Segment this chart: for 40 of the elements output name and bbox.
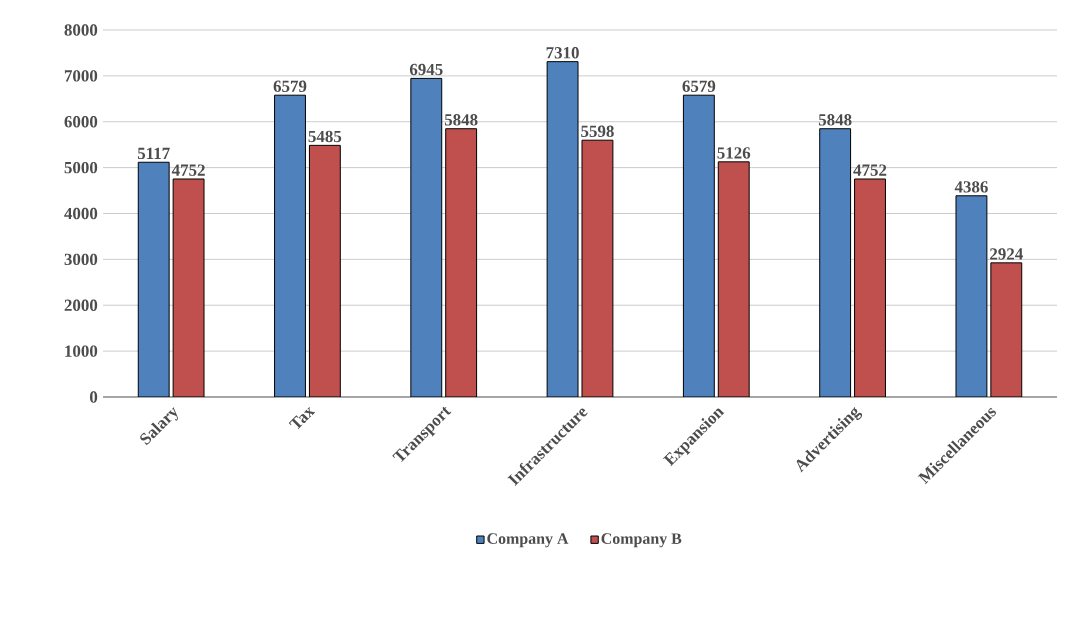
data-label: 6579 [682, 80, 716, 92]
bar [274, 94, 306, 397]
bar [308, 144, 341, 397]
data-label: 6945 [409, 63, 443, 76]
bar [546, 61, 579, 397]
y-tick-label: 5000 [64, 161, 98, 174]
data-label: 2924 [990, 248, 1023, 260]
bar [955, 195, 988, 397]
legend-label: Company A [487, 533, 569, 548]
data-label: 7310 [546, 47, 579, 59]
y-tick-label: 4000 [64, 207, 98, 220]
y-tick-label: 8000 [64, 24, 98, 36]
data-label: 5126 [717, 147, 751, 159]
data-label: 5117 [137, 147, 170, 160]
y-tick-label: 2000 [64, 299, 98, 311]
x-tick-label: Tax [288, 406, 316, 430]
data-label: 5485 [308, 130, 342, 143]
data-label: 4752 [171, 164, 205, 176]
y-tick-label: 0 [89, 391, 98, 403]
legend-label: Company B [601, 533, 682, 548]
bar [990, 262, 1023, 397]
data-label: 5848 [444, 114, 478, 126]
data-label: 5598 [581, 125, 614, 138]
data-label: 4386 [954, 181, 988, 193]
bar [819, 128, 852, 397]
bar [682, 94, 715, 397]
bar [410, 77, 443, 397]
y-tick-label: 1000 [65, 345, 98, 357]
bar [445, 128, 478, 397]
data-label: 6579 [273, 80, 307, 92]
y-tick-label: 7000 [64, 70, 98, 82]
bar [854, 178, 886, 397]
bar [717, 161, 750, 397]
bar [137, 161, 170, 397]
y-tick-label: 3000 [64, 253, 98, 266]
data-label: 4752 [853, 164, 887, 176]
bar [172, 178, 205, 397]
y-tick-label: 6000 [64, 116, 98, 128]
bar [581, 139, 614, 397]
data-label: 5848 [818, 114, 852, 126]
